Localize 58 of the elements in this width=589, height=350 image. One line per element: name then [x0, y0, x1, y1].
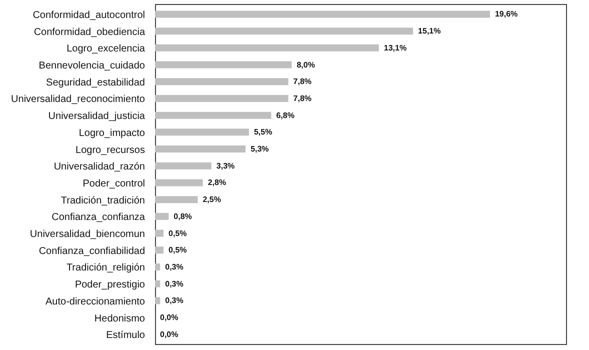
y-tick-label: Poder_control — [82, 178, 145, 190]
bar — [155, 78, 288, 86]
y-tick-label: Confianza_confianza — [52, 212, 146, 224]
data-label: 0,5% — [168, 246, 187, 255]
y-tick-label: Hedonismo — [94, 313, 146, 324]
data-label: 5,3% — [250, 144, 269, 154]
y-tick-label: Poder_prestigio — [74, 280, 146, 291]
data-label: 2,5% — [202, 195, 221, 204]
data-label: 7,8% — [293, 77, 312, 86]
bar — [155, 112, 272, 119]
y-tick-label: Tradición_tradición — [60, 195, 145, 206]
data-label: 3,3% — [216, 161, 235, 170]
bar — [155, 297, 160, 304]
bar — [155, 146, 246, 153]
bar — [155, 28, 414, 35]
data-label: 5,5% — [254, 128, 272, 137]
bar — [155, 61, 292, 68]
bar — [155, 162, 212, 170]
bar — [155, 44, 379, 52]
y-tick-label: Auto-direccionamiento — [46, 296, 146, 308]
data-label: 0,3% — [165, 262, 184, 272]
y-tick-label: Tradición_religión — [66, 262, 145, 274]
y-tick-label: Estímulo — [106, 330, 146, 342]
y-tick-label: Universalidad_biencomun — [30, 229, 145, 240]
data-label: 0,0% — [160, 313, 178, 322]
y-tick-label: Confianza_confiabilidad — [38, 246, 145, 257]
bar — [155, 246, 164, 254]
y-tick-label: Seguridad_estabilidad — [46, 77, 145, 88]
data-label: 7,8% — [293, 94, 312, 103]
data-label: 0,8% — [174, 212, 192, 221]
data-label: 0,0% — [160, 330, 178, 339]
bar — [155, 128, 249, 136]
y-tick-label: Conformidad_obediencia — [34, 26, 146, 38]
data-label: 19,6% — [494, 10, 518, 19]
y-tick-label: Universalidad_reconocimiento — [11, 94, 146, 106]
y-tick-label: Logro_excelencia — [66, 44, 146, 55]
bar — [155, 196, 198, 204]
data-label: 8,0% — [296, 60, 315, 70]
data-label: 15,1% — [418, 26, 441, 36]
data-label: 0,5% — [168, 228, 187, 238]
data-label: 2,8% — [208, 178, 226, 188]
data-label: 6,8% — [276, 110, 294, 120]
y-tick-label: Universalidad_razón — [54, 162, 145, 173]
y-tick-label: Logro_impacto — [78, 128, 146, 139]
y-tick-label: Bennevolencia_cuidado — [38, 60, 146, 72]
y-tick-label: Logro_recursos — [76, 144, 145, 156]
y-tick-label: Conformidad_autocontrol — [32, 10, 145, 21]
bar — [155, 230, 164, 237]
bar — [155, 94, 288, 102]
y-tick-label: Universalidad_justicia — [48, 111, 146, 122]
data-label: 0,3% — [165, 296, 184, 306]
bar — [155, 212, 169, 220]
bar — [155, 179, 203, 186]
data-label: 13,1% — [384, 43, 407, 52]
bar — [155, 263, 160, 270]
bar — [155, 10, 490, 18]
data-label: 0,3% — [165, 279, 184, 288]
bar — [155, 280, 160, 288]
